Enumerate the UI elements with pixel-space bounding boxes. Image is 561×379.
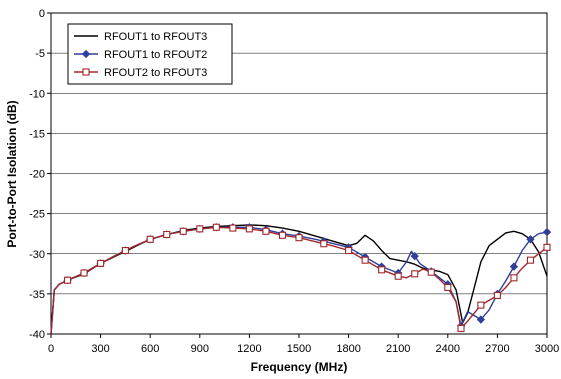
series-3 [50, 223, 551, 335]
data-point [457, 324, 465, 332]
data-point [262, 227, 270, 235]
legend-marker-3 [82, 68, 90, 76]
x-axis-label: Frequency (MHz) [251, 360, 348, 374]
x-tick-label: 2400 [436, 343, 460, 355]
data-point [526, 235, 535, 244]
data-point [410, 251, 419, 261]
data-point [229, 224, 237, 232]
data-point [378, 266, 386, 274]
legend-label-1: RFOUT1 to RFOUT3 [104, 31, 207, 43]
x-tick-label: 0 [48, 343, 54, 355]
data-point [146, 235, 154, 243]
x-tick-label: 2100 [386, 343, 410, 355]
data-point [80, 269, 88, 277]
data-point [361, 256, 369, 264]
series-line [50, 226, 548, 335]
data-point [509, 262, 519, 271]
x-tick-label: 1800 [336, 343, 360, 355]
data-point [320, 240, 328, 248]
data-point [245, 225, 253, 233]
legend-item-1: RFOUT1 to RFOUT3 [74, 31, 207, 43]
data-point [477, 301, 485, 309]
series-1 [50, 224, 548, 335]
x-tick-label: 900 [191, 343, 209, 355]
y-tick-label: -15 [29, 128, 45, 140]
data-point [196, 225, 204, 233]
y-tick-label: -35 [29, 289, 45, 301]
data-point [493, 291, 501, 300]
data-point [121, 246, 129, 255]
x-tick-label: 600 [141, 343, 159, 355]
y-tick-label: -40 [29, 329, 45, 341]
x-tick-label: 300 [91, 343, 109, 355]
y-axis-label: Port-to-Port Isolation (dB) [5, 100, 19, 247]
y-tick-label: -5 [35, 48, 45, 60]
data-point [476, 315, 486, 324]
legend-label-3: RFOUT2 to RFOUT3 [104, 67, 207, 79]
legend-label-2: RFOUT1 to RFOUT2 [104, 49, 207, 61]
x-tick-label: 3000 [535, 343, 559, 355]
data-point [163, 230, 171, 239]
x-tick-label: 1500 [287, 343, 311, 355]
data-point [542, 227, 552, 237]
y-tick-label: -10 [29, 88, 45, 100]
data-point [345, 246, 353, 255]
legend-marker-2 [81, 49, 91, 59]
y-tick-label: -25 [29, 209, 45, 221]
data-point [278, 231, 287, 239]
data-point [543, 243, 551, 251]
x-tick-label: 2700 [485, 343, 509, 355]
x-axis: 0 300 600 900 1200 1500 1800 2100 2400 2700 3000 [48, 334, 559, 355]
legend-item-2: RFOUT1 to RFOUT2 [74, 49, 207, 61]
series-line [50, 224, 548, 335]
data-point [295, 234, 303, 242]
data-point [411, 270, 419, 278]
legend-item-3: RFOUT2 to RFOUT3 [74, 67, 207, 79]
series-line [50, 226, 548, 335]
data-point [427, 268, 435, 276]
data-point [526, 256, 535, 264]
data-point [212, 223, 220, 231]
legend: RFOUT1 to RFOUT3 RFOUT1 to RFOUT2 RFOUT2… [67, 23, 233, 85]
y-axis: 0 -5 -10 -15 -20 -25 -30 -35 -40 [29, 8, 51, 341]
data-point [63, 276, 72, 284]
x-tick-label: 1200 [237, 343, 261, 355]
series-layer [50, 223, 552, 335]
data-point [444, 283, 452, 292]
y-tick-label: 0 [39, 8, 45, 20]
data-point [394, 272, 402, 280]
data-point [97, 259, 105, 267]
y-tick-label: -20 [29, 169, 45, 181]
data-point [510, 274, 518, 282]
y-tick-label: -30 [29, 249, 45, 261]
data-point [179, 227, 187, 235]
